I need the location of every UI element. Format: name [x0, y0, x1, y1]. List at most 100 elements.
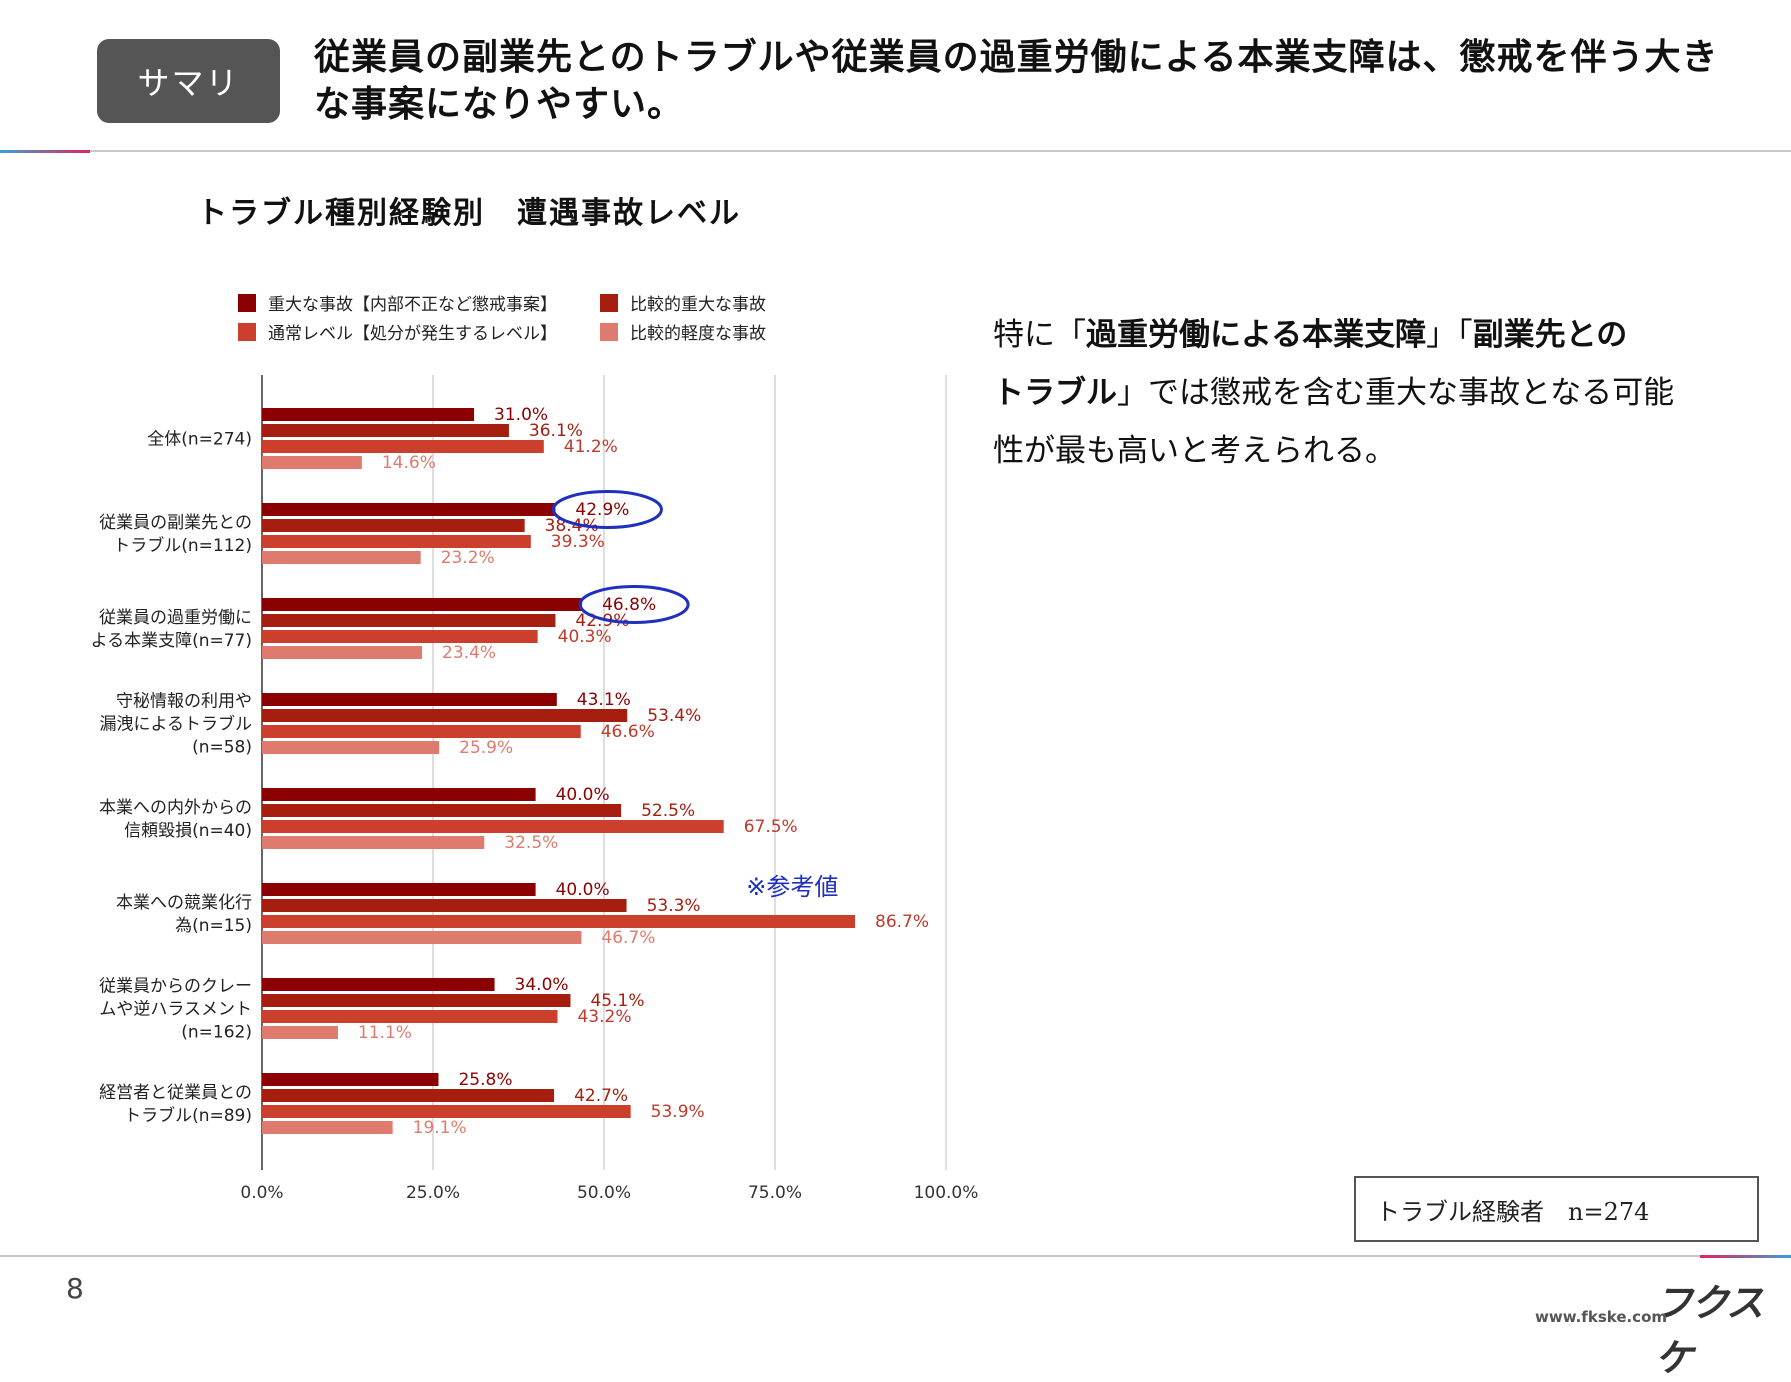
- x-tick-label: 75.0%: [748, 1183, 802, 1203]
- category-label: 本業への内外からの: [99, 798, 252, 818]
- bar: [262, 693, 557, 706]
- bar: [262, 424, 509, 437]
- data-label: 32.5%: [504, 833, 558, 853]
- legend-item-normal: 通常レベル【処分が発生するレベル】: [238, 319, 557, 344]
- data-label: 34.0%: [515, 975, 569, 995]
- bar: [262, 741, 440, 754]
- commentary-part-1: 特に「: [993, 317, 1086, 353]
- bar: [262, 503, 556, 516]
- bar: [262, 1121, 393, 1134]
- bar: [262, 836, 485, 849]
- category-label: 経営者と従業員との: [99, 1083, 252, 1103]
- category-label: 為(n=15): [175, 916, 252, 936]
- data-label: 46.8%: [602, 595, 656, 615]
- commentary-text: 特に「過重労働による本業支障」「副業先との トラブル」では懲戒を含む重大な事故とな…: [993, 306, 1693, 480]
- commentary-emphasis-trouble: トラブル: [993, 375, 1117, 411]
- category-label: 守秘情報の利用や: [116, 692, 252, 712]
- bar-chart: 0.0% 25.0% 50.0% 75.0% 100.0%全体(n=274)31.0%3…: [91, 375, 979, 1203]
- bar: [262, 630, 538, 643]
- commentary-part-3: 」では懲戒を含む重大な事故となる可能性が最も高いと考えられる。: [993, 375, 1675, 469]
- category-label: ムや逆ハラスメント: [99, 1000, 252, 1020]
- bar: [262, 646, 423, 659]
- bar: [262, 535, 531, 548]
- bar: [262, 804, 622, 817]
- legend-label-light: 比較的軽度な事故: [630, 324, 766, 344]
- x-tick-label: 50.0%: [577, 1183, 631, 1203]
- category-label: (n=162): [181, 1023, 252, 1043]
- legend-swatch-severe: [238, 293, 256, 312]
- data-label: 41.2%: [564, 437, 618, 457]
- bar: [262, 551, 421, 564]
- bar: [262, 614, 556, 627]
- data-label: 19.1%: [413, 1118, 467, 1138]
- bar: [262, 440, 544, 453]
- data-label: 45.1%: [590, 991, 644, 1011]
- data-label: 52.5%: [641, 801, 695, 821]
- highlight-ellipse: [578, 585, 690, 624]
- bar: [262, 915, 856, 928]
- data-label: 42.9%: [575, 500, 629, 520]
- data-label: 14.6%: [382, 453, 436, 473]
- data-label: 39.3%: [551, 532, 605, 552]
- data-label: 43.1%: [577, 690, 631, 710]
- legend-item-severe: 重大な事故【内部不正など懲戒事案】: [238, 290, 557, 315]
- bar: [262, 1089, 555, 1102]
- data-label: 86.7%: [875, 912, 929, 932]
- x-tick-label: 25.0%: [406, 1183, 460, 1203]
- data-label: 23.2%: [441, 548, 495, 568]
- bar: [262, 820, 724, 833]
- legend-item-fairly-severe: 比較的重大な事故: [600, 290, 766, 315]
- bar: [262, 994, 571, 1007]
- company-logo: フクスケ: [1655, 1281, 1764, 1380]
- data-label: 40.3%: [558, 627, 612, 647]
- highlight-ellipse: [551, 490, 663, 529]
- data-label: 46.6%: [601, 722, 655, 742]
- summary-badge-label: サマリ: [137, 64, 240, 102]
- data-label: 67.5%: [744, 817, 798, 837]
- bar: [262, 598, 583, 611]
- legend-swatch-light: [600, 322, 618, 341]
- legend-label-severe: 重大な事故【内部不正など懲戒事案】: [268, 295, 557, 315]
- legend-swatch-normal: [238, 322, 256, 341]
- commentary-part-2: 」「: [1426, 317, 1473, 353]
- bar: [262, 978, 495, 991]
- bar: [262, 788, 536, 801]
- data-label: 40.0%: [556, 785, 610, 805]
- category-label: 従業員の過重労働に: [99, 608, 252, 628]
- sample-size-text: トラブル経験者 n=274: [1376, 1197, 1650, 1226]
- bar: [262, 456, 362, 469]
- category-label: 従業員の副業先との: [99, 513, 252, 533]
- page-number: 8: [66, 1272, 84, 1305]
- chart-title: トラブル種別経験別 遭遇事故レベル: [197, 196, 741, 231]
- data-label: 36.1%: [529, 421, 583, 441]
- data-label: 38.4%: [545, 516, 599, 536]
- category-label: トラブル(n=112): [113, 535, 252, 556]
- legend-label-fairly-severe: 比較的重大な事故: [630, 295, 766, 315]
- bar: [262, 408, 475, 421]
- bar: [262, 931, 582, 944]
- bar: [262, 1010, 558, 1023]
- data-label: 40.0%: [556, 880, 610, 900]
- data-label: 53.3%: [647, 896, 701, 916]
- footer-divider-accent: [1700, 1255, 1791, 1258]
- data-label: 11.1%: [358, 1023, 412, 1043]
- bar: [262, 519, 525, 532]
- category-label: 全体(n=274): [147, 430, 252, 450]
- category-label: 漏洩によるトラブル: [100, 714, 253, 735]
- category-label: 本業への競業化行: [116, 893, 252, 913]
- bar: [262, 883, 536, 896]
- x-tick-label: 100.0%: [914, 1183, 979, 1203]
- website-url: www.fkske.com: [1535, 1308, 1668, 1326]
- sample-size-note: トラブル経験者 n=274: [1354, 1176, 1759, 1242]
- header-divider: [0, 150, 1791, 152]
- bar: [262, 1026, 338, 1039]
- category-label: (n=58): [192, 738, 252, 758]
- page-headline: 従業員の副業先とのトラブルや従業員の過重労働による本業支障は、懲戒を伴う大きな事…: [314, 36, 1719, 125]
- data-label: 43.2%: [577, 1007, 631, 1027]
- bar: [262, 899, 627, 912]
- data-label: 23.4%: [442, 643, 496, 663]
- bar: [262, 1073, 439, 1086]
- data-label: 53.9%: [651, 1102, 705, 1122]
- bar: [262, 725, 581, 738]
- legend-swatch-fairly-severe: [600, 293, 618, 312]
